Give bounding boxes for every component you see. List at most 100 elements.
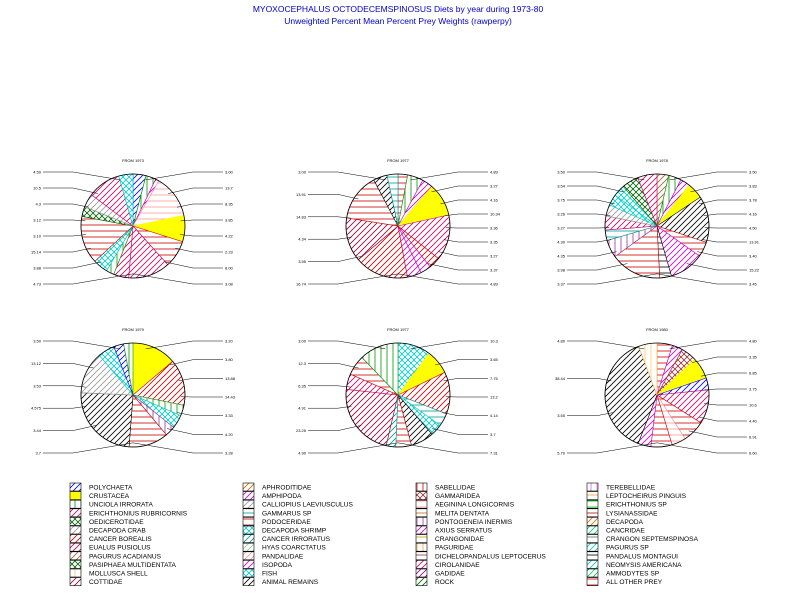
slice-value-label: 3.80 — [225, 357, 234, 362]
legend-swatch — [69, 508, 82, 518]
legend-item-paguridae: PAGURIDAE — [415, 542, 474, 552]
pie-slice-animal-remains — [80, 392, 134, 448]
legend-item-amphipoda: AMPHIPODA — [242, 491, 302, 500]
leader-line — [170, 359, 223, 366]
legend-label: APHRODITIDAE — [262, 485, 312, 492]
leader-line — [43, 385, 86, 388]
legend-item-cancer-irroratus: CANCER IRRORATUS — [242, 534, 331, 543]
legend-label: DECAPODA CRAB — [89, 528, 146, 535]
legend-swatch — [586, 568, 599, 578]
leader-line — [669, 340, 747, 350]
leader-line — [145, 171, 223, 181]
legend-swatch — [242, 491, 255, 500]
pie-outline — [604, 173, 710, 279]
legend-swatch — [415, 542, 428, 552]
slice-value-label: 12.3 — [298, 361, 307, 366]
legend-swatch — [586, 482, 599, 492]
legend-item-cancer-borealis: CANCER BOREALIS — [69, 534, 152, 543]
slice-value-label: 3.88 — [33, 266, 42, 271]
pie-5: FROM 1977 3.00 12.3 6.35 4.91 23.25 4.90 10.3 3.… — [296, 327, 499, 456]
leader-line — [435, 359, 488, 366]
leader-line — [178, 378, 223, 382]
slice-value-label: 3.08 — [225, 282, 234, 287]
legend-swatch — [415, 525, 428, 535]
legend-item-crangonidae: CRANGONIDAE — [415, 534, 485, 543]
leader-line — [308, 385, 351, 388]
legend-item-fish: FISH — [242, 568, 277, 578]
legend-swatch — [69, 491, 82, 500]
slice-value-label: 3.53 — [33, 383, 42, 388]
legend-item-melita-dentata: MELITA DENTATA — [415, 508, 490, 518]
leader-line — [567, 273, 658, 285]
slice-value-label: 3.45 — [749, 282, 758, 287]
slice-value-label: 4.14 — [490, 413, 499, 418]
pie-grid: FROM 1973 4.59 10.5 4.3 3.12 3.10 15.14 3.88 4.7… — [31, 158, 760, 456]
pie-2: FROM 1977 3.00 13.91 14.83 4.34 3.55 16.74 4.89… — [296, 158, 501, 287]
slice-value-label: 4.40 — [749, 419, 758, 424]
chart-subtitle: Unweighted Percent Mean Percent Prey Wei… — [284, 16, 512, 26]
legend-label: ROCK — [435, 579, 455, 586]
leader-line — [180, 219, 223, 222]
slice-value-label: 4.80 — [557, 339, 566, 344]
slice-value-label: 13.91 — [296, 192, 307, 197]
legend-swatch — [415, 508, 428, 518]
legend-swatch — [69, 551, 82, 561]
slice-value-label: 4.50 — [749, 226, 758, 231]
leader-line — [704, 388, 747, 391]
legend-label: TEREBELLIDAE — [606, 485, 656, 492]
legend-swatch — [69, 568, 82, 578]
legend-label: DECAPODA — [606, 519, 644, 526]
legend-item-crangon-septemspinosa: CRANGON SEPTEMSPINOSA — [586, 534, 699, 543]
leader-line — [43, 442, 134, 454]
leader-line — [43, 203, 90, 208]
pie-outline — [80, 342, 186, 448]
legend-swatch — [242, 525, 255, 535]
slice-value-label: 7.31 — [490, 451, 499, 456]
pie-title: FROM 1977 — [387, 327, 410, 332]
slice-value-label: 3.7 — [35, 451, 41, 456]
leader-line — [308, 273, 399, 285]
slice-value-label: 4.91 — [298, 406, 307, 411]
legend-label: ISOPODA — [262, 562, 293, 569]
slice-value-label: 16.74 — [296, 282, 307, 287]
legend-item-lysianassidae: LYSIANASSIDAE — [586, 508, 658, 517]
pie-title: FROM 1973 — [122, 158, 145, 163]
leader-line — [567, 378, 612, 382]
leader-line — [43, 363, 94, 369]
slice-value-label: 4.59 — [33, 170, 42, 175]
legend-item-animal-remains: ANIMAL REMAINS — [242, 577, 319, 586]
legend-label: AEGININA LONGICORNIS — [435, 502, 515, 509]
legend-item-rock: ROCK — [415, 577, 455, 586]
legend-swatch — [415, 551, 428, 561]
legend-swatch — [69, 560, 82, 569]
pie-outline — [345, 342, 451, 448]
slice-value-label: 10.6 — [749, 403, 758, 408]
legend-swatch — [69, 577, 82, 586]
leader-line — [700, 372, 747, 377]
slice-value-label: 4.89 — [490, 282, 499, 287]
leader-line — [567, 412, 613, 416]
legend-label: SABELLIDAE — [435, 485, 476, 492]
slice-value-label: 3.00 — [225, 170, 234, 175]
legend-item-pasiphaea-multidentata: PASIPHAEA MULTIDENTATA — [69, 560, 177, 569]
leader-line — [656, 442, 747, 454]
legend-label: CANCRIDAE — [606, 528, 645, 535]
leader-line — [567, 213, 611, 216]
pie-outline — [604, 342, 710, 448]
legend-swatch — [586, 551, 599, 561]
slice-value-label: 6.60 — [749, 451, 758, 456]
legend-item-oedicerotidae: OEDICEROTIDAE — [69, 517, 144, 526]
legend-label: CANCER BOREALIS — [89, 536, 152, 543]
leader-line — [699, 416, 747, 422]
legend-swatch — [242, 499, 255, 509]
leader-line — [440, 199, 488, 205]
legend-item-gadidae: GADIDAE — [415, 568, 465, 578]
leader-line — [308, 363, 359, 369]
legend-item-unciola-irrorata: UNCIOLA IRRORATA — [69, 499, 153, 509]
legend-swatch — [586, 517, 599, 526]
slice-value-label: 4.35 — [557, 254, 566, 259]
leader-line — [431, 185, 488, 193]
legend-item-pagurus-sp: PAGURUS SP — [586, 542, 649, 552]
slice-value-label: 4.80 — [749, 339, 758, 344]
pie-title: FROM 1977 — [387, 158, 410, 163]
